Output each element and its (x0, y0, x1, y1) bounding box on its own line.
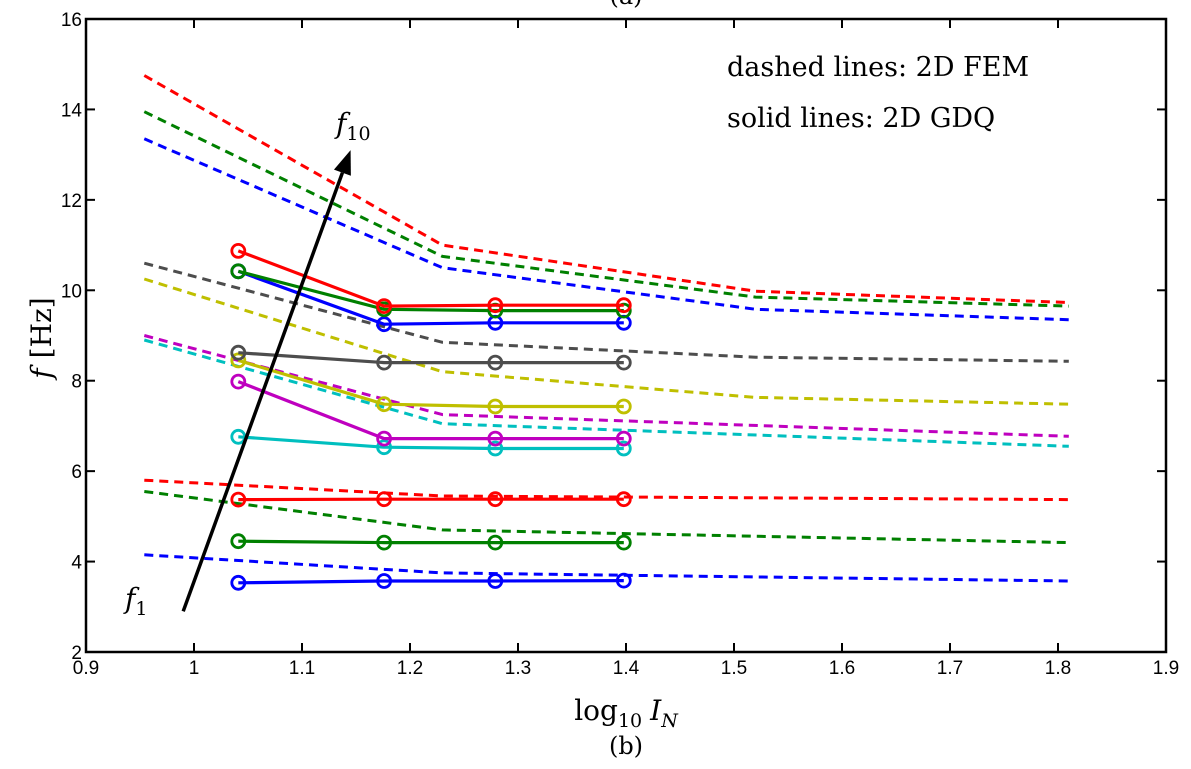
legend-line-fem: dashed lines: 2D FEM (727, 52, 1029, 83)
fem-series-line-1 (144, 490, 1069, 545)
gdq-series-line-17 (237, 269, 624, 326)
y-tick-label: 4 (71, 553, 82, 574)
gdq-marker-10-2 (487, 573, 504, 589)
gdq-marker-14-0 (230, 373, 247, 390)
x-tick-label: 1.4 (613, 658, 640, 679)
annotation-arrow-shaft (181, 172, 345, 612)
gdq-marker-14-3 (615, 430, 632, 447)
annotation-arrow-head (333, 150, 351, 176)
gdq-marker-11-3 (615, 534, 632, 551)
y-tick-label: 12 (61, 191, 82, 212)
gdq-marker-16-1 (376, 354, 393, 371)
gdq-series-line-10 (238, 578, 624, 585)
x-axis-label-var: I (649, 694, 662, 727)
x-tick-label: 1.1 (289, 658, 315, 679)
gdq-marker-16-2 (487, 354, 504, 371)
gdq-marker-12-3 (615, 491, 632, 508)
gdq-marker-15-1 (376, 396, 393, 413)
x-tick-label: 0.9 (73, 658, 99, 679)
gdq-marker-19-3 (615, 297, 632, 314)
x-tick-label: 1.2 (397, 658, 423, 679)
arrow-start-label-sub: 1 (135, 598, 147, 620)
gdq-marker-11-1 (376, 534, 393, 551)
fem-series-line-4 (143, 334, 1069, 438)
fem-series-line-9 (143, 74, 1069, 304)
gdq-marker-13-3 (615, 440, 632, 457)
axis-ticks: 0.9 1 1.1 1.2 1.3 1.4 1.5 1.6 1.7 1.8 1.9 2 4 6 8 10 12 1… (61, 10, 1179, 679)
gdq-marker-12-1 (376, 491, 393, 508)
y-tick-label: 8 (71, 372, 82, 393)
fem-series-line-5 (143, 277, 1069, 406)
gdq-marker-10-0 (230, 574, 247, 591)
gdq-series-line-13 (238, 435, 624, 451)
gdq-series-line-19 (237, 249, 624, 308)
gdq-marker-19-2 (487, 297, 504, 314)
gdq-marker-13-2 (487, 440, 504, 457)
gdq-marker-15-3 (615, 398, 632, 415)
legend-line-gdq: solid lines: 2D GDQ (727, 103, 995, 134)
y-tick-label: 14 (61, 100, 83, 121)
x-axis-label-base: log (574, 694, 618, 727)
gdq-series-line-16 (238, 351, 624, 365)
gdq-marker-10-3 (615, 572, 632, 589)
gdq-marker-16-3 (615, 354, 632, 371)
gdq-marker-11-0 (230, 533, 247, 550)
x-tick-label: 1.3 (505, 658, 531, 679)
x-tick-label: 1.7 (937, 658, 963, 679)
fem-series-line-3 (143, 338, 1069, 448)
x-tick-label: 1.8 (1045, 658, 1071, 679)
y-tick-label: 10 (61, 281, 82, 302)
annotation-arrow (181, 150, 351, 612)
gdq-series-line-18 (237, 269, 624, 313)
x-axis-label: log10 IN (574, 694, 679, 732)
x-tick-label: 1.5 (721, 658, 747, 679)
x-tick-label: 1.9 (1153, 658, 1179, 679)
x-tick-label: 1.6 (829, 658, 855, 679)
y-axis-label-unit: [Hz] (25, 297, 58, 358)
figure-top-label: (a) (609, 0, 642, 10)
gdq-marker-17-1 (376, 316, 393, 333)
y-tick-label: 6 (71, 462, 82, 483)
figure-caption: (b) (609, 732, 643, 760)
gdq-marker-12-2 (487, 491, 504, 508)
gdq-marker-16-0 (230, 344, 247, 361)
x-axis-label-var-sub: N (660, 710, 679, 732)
gdq-marker-13-1 (376, 439, 393, 456)
y-tick-label: 16 (61, 10, 82, 31)
gdq-marker-19-0 (230, 242, 247, 259)
gdq-series-line-14 (237, 380, 624, 441)
gdq-marker-11-2 (487, 534, 504, 551)
x-axis-label-base-sub: 10 (618, 710, 642, 732)
gdq-series-line-15 (237, 358, 624, 409)
gdq-marker-19-1 (376, 298, 393, 315)
gdq-marker-10-1 (376, 573, 393, 589)
arrow-end-label-sub: 10 (346, 123, 370, 145)
gdq-series-line-11 (238, 539, 624, 545)
x-tick-label: 1 (189, 658, 200, 679)
gdq-marker-15-2 (487, 398, 504, 415)
gdq-marker-14-2 (487, 430, 504, 447)
y-tick-label: 2 (71, 643, 82, 664)
gdq-marker-18-0 (230, 263, 247, 280)
fem-series-line-7 (143, 137, 1069, 322)
fem-series-line-8 (143, 110, 1069, 308)
gdq-marker-14-1 (376, 430, 393, 447)
legend-annotation: dashed lines: 2D FEM solid lines: 2D GDQ (727, 52, 1029, 134)
gdq-marker-12-0 (230, 491, 247, 508)
